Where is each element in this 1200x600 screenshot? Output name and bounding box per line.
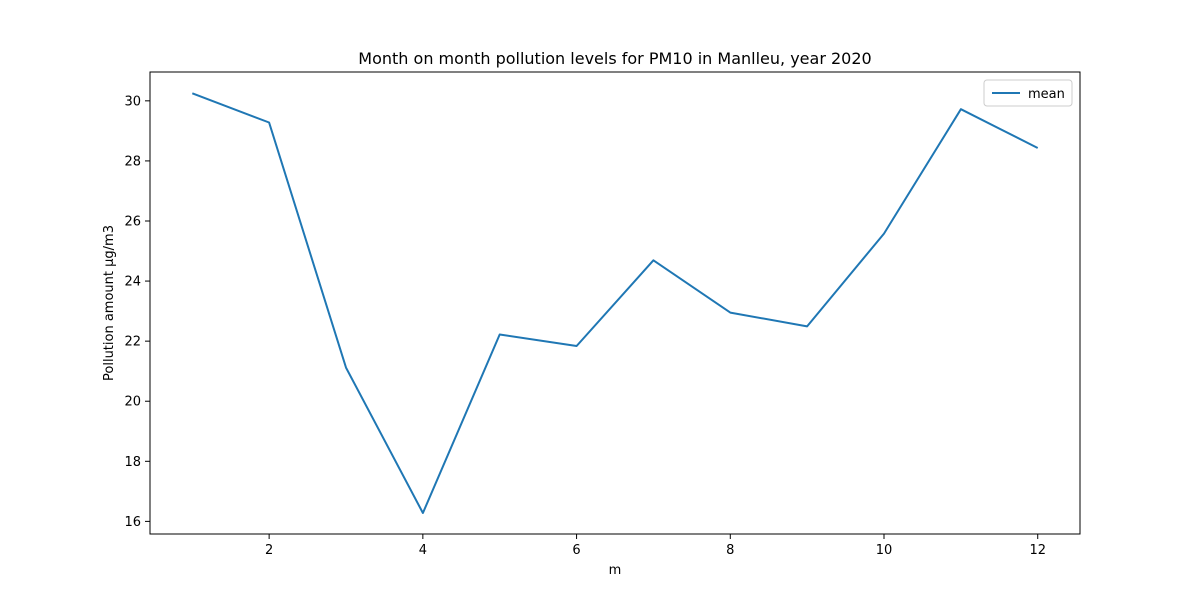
x-axis-label: m [609, 563, 622, 578]
y-tick-label: 18 [124, 455, 141, 470]
y-axis-label: Pollution amount µg/m3 [102, 225, 117, 381]
x-tick-label: 12 [1029, 543, 1046, 558]
x-tick-label: 2 [265, 543, 273, 558]
legend-label: mean [1028, 87, 1065, 102]
series-line-mean [191, 92, 1039, 514]
legend-box [983, 79, 1073, 107]
chart-title: Month on month pollution levels for PM10… [358, 49, 871, 68]
y-tick-label: 30 [124, 94, 141, 109]
x-tick-label: 4 [419, 543, 427, 558]
x-tick-label: 6 [572, 543, 580, 558]
y-tick-label: 16 [124, 515, 141, 530]
x-tick-label: 10 [876, 543, 893, 558]
y-tick-label: 28 [124, 154, 141, 169]
y-tick-label: 24 [124, 275, 141, 290]
x-tick-label: 8 [726, 543, 734, 558]
y-tick-label: 22 [124, 335, 141, 350]
y-tick-label: 26 [124, 214, 141, 229]
y-tick-label: 20 [124, 395, 141, 410]
plot-frame [149, 71, 1081, 535]
